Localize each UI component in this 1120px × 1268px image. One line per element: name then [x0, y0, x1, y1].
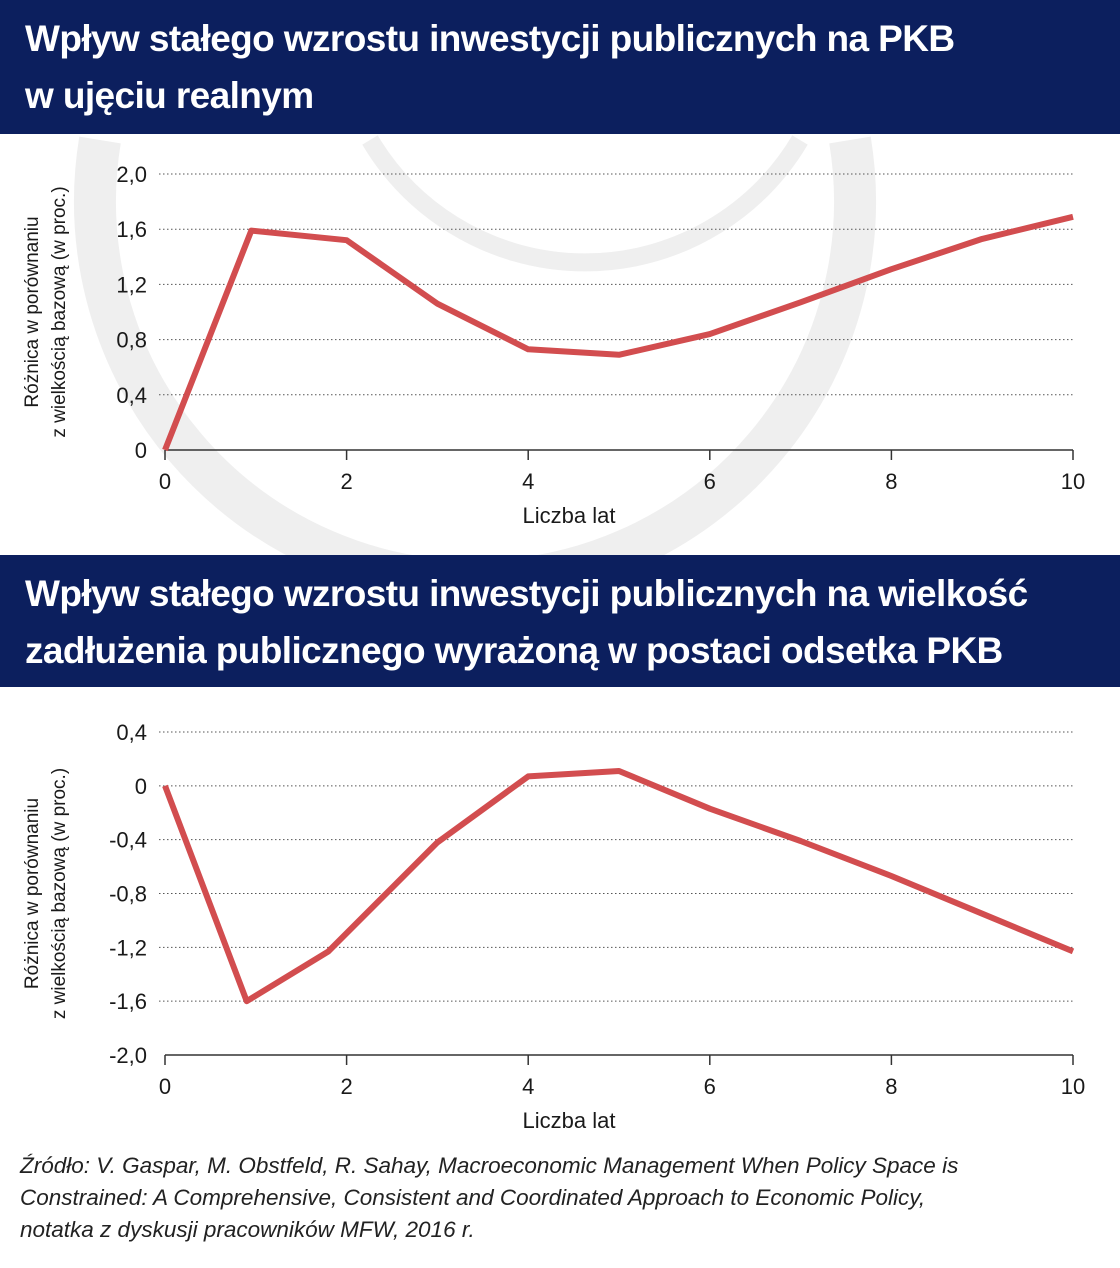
- chart-2-title-line-2: zadłużenia publicznego wyrażoną w postac…: [25, 630, 1003, 671]
- chart-1-y-tick-label: 0,8: [116, 328, 147, 353]
- chart-1-title: Wpływ stałego wzrostu inwestycji publicz…: [0, 0, 1120, 134]
- chart-1-y-tick-label: 2,0: [116, 162, 147, 187]
- chart-2-title-line-1: Wpływ stałego wzrostu inwestycji publicz…: [25, 573, 1028, 614]
- source-note: Źródło: V. Gaspar, M. Obstfeld, R. Sahay…: [20, 1150, 1110, 1246]
- chart-1-y-axis-label-line: Różnica w porównaniu: [22, 216, 43, 407]
- chart-1-title-line-1: Wpływ stałego wzrostu inwestycji publicz…: [25, 18, 955, 59]
- chart-2-y-axis-label-line: Różnica w porównaniu: [22, 798, 43, 989]
- chart-2-debt: -2,0 -1,6 -1,2 -0,8 -0,4 0 0,4 0 2 4 6 8 10 Liczba la…: [22, 720, 1085, 1133]
- source-line-3: notatka z dyskusji pracowników MFW, 2016…: [20, 1217, 475, 1242]
- chart-2-x-tick-label: 2: [340, 1074, 352, 1099]
- chart-2-x-tick-label: 0: [159, 1074, 171, 1099]
- chart-1-title-line-2: w ujęciu realnym: [25, 75, 314, 116]
- source-line-1: Źródło: V. Gaspar, M. Obstfeld, R. Sahay…: [20, 1153, 959, 1178]
- chart-2-x-tick-label: 8: [885, 1074, 897, 1099]
- chart-1-x-tick-label: 8: [885, 469, 897, 494]
- chart-1-x-axis-label: Liczba lat: [523, 503, 616, 528]
- chart-1-x-tick-label: 0: [159, 469, 171, 494]
- chart-2-series-line: [162, 768, 1075, 1005]
- chart-1-x-tick-label: 10: [1061, 469, 1085, 494]
- chart-1-x-tick-label: 2: [340, 469, 352, 494]
- chart-2-y-tick-label: -0,8: [109, 882, 147, 907]
- chart-2-y-tick-label: -0,4: [109, 828, 147, 853]
- chart-1-y-tick-label: 1,2: [116, 272, 147, 297]
- chart-2-x-tick-label: 4: [522, 1074, 534, 1099]
- chart-1-y-tick-label: 1,6: [116, 217, 147, 242]
- chart-1-series-line: [162, 213, 1074, 452]
- source-line-2: Constrained: A Comprehensive, Consistent…: [20, 1185, 926, 1210]
- chart-1-y-tick-label: 0,4: [116, 383, 147, 408]
- chart-2-y-axis-label-line: z wielkością bazową (w proc.): [49, 768, 70, 1019]
- chart-2-y-tick-label: -2,0: [109, 1043, 147, 1068]
- chart-2-x-axis-label: Liczba lat: [523, 1108, 616, 1133]
- chart-2-x-tick-label: 10: [1061, 1074, 1085, 1099]
- chart-1-gdp: 0 0,4 0,8 1,2 1,6 2,0 0 2 4 6 8 10 Liczba lat Różnica…: [22, 162, 1085, 528]
- chart-2-y-tick-label: 0: [135, 774, 147, 799]
- chart-2-y-tick-label: 0,4: [116, 720, 147, 745]
- chart-1-y-tick-label: 0: [135, 438, 147, 463]
- chart-1-y-axis-label-line: z wielkością bazową (w proc.): [49, 186, 70, 437]
- chart-2-y-tick-label: -1,6: [109, 989, 147, 1014]
- chart-2-title: Wpływ stałego wzrostu inwestycji publicz…: [0, 555, 1120, 687]
- chart-1-x-tick-label: 4: [522, 469, 534, 494]
- chart-1-x-tick-label: 6: [704, 469, 716, 494]
- chart-2-x-tick-label: 6: [704, 1074, 716, 1099]
- chart-2-y-tick-label: -1,2: [109, 935, 147, 960]
